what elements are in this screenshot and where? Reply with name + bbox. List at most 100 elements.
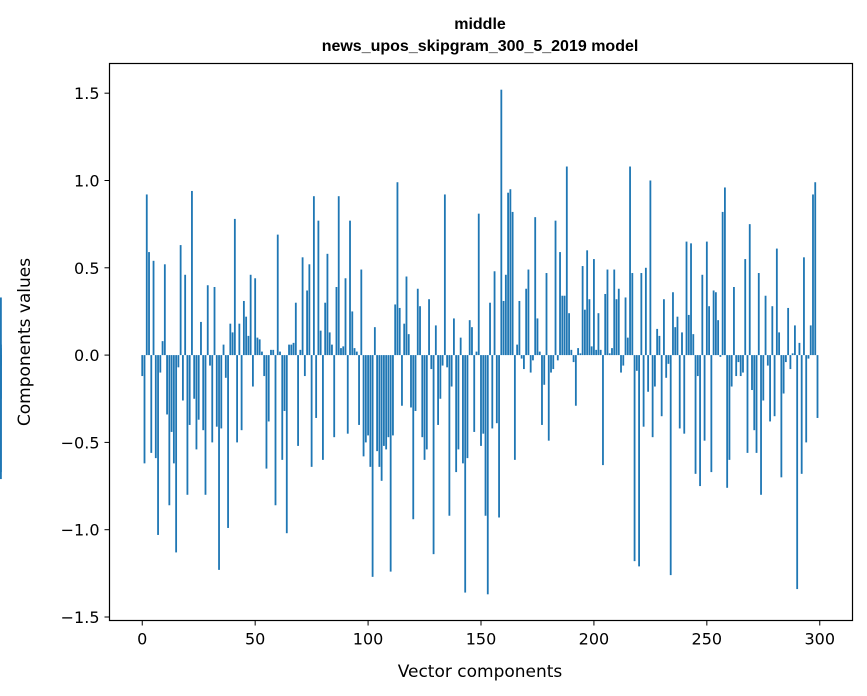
bar [337, 196, 340, 356]
bar [803, 257, 805, 356]
bar [328, 332, 331, 356]
x-tick-label: 0 [137, 630, 147, 649]
bar [769, 355, 771, 422]
bar [342, 346, 345, 356]
bar [331, 344, 333, 356]
bar [683, 355, 686, 434]
y-tick-label: 1.0 [74, 171, 99, 190]
bar [195, 355, 198, 450]
bar [762, 355, 765, 401]
bar [202, 355, 205, 431]
bar [775, 248, 778, 356]
x-tick-label: 100 [353, 630, 384, 649]
bar [441, 355, 444, 366]
bar [787, 307, 790, 356]
bar [570, 349, 573, 356]
bar [586, 250, 589, 356]
bar [509, 189, 512, 356]
bar [419, 306, 421, 356]
x-axis-label: Vector components [398, 662, 563, 682]
bar [493, 271, 496, 356]
bar [669, 355, 672, 576]
bar [416, 288, 419, 356]
bar [256, 337, 259, 356]
bar [480, 355, 482, 446]
bar [161, 341, 164, 356]
bar [204, 355, 207, 495]
bar [640, 273, 643, 356]
bar [644, 267, 647, 356]
y-tick-label: 0.0 [74, 346, 99, 365]
bar [739, 355, 742, 377]
y-tick-label: −1.5 [61, 608, 100, 627]
bar [782, 355, 785, 394]
bar [495, 355, 498, 424]
bar [238, 323, 241, 356]
bar [631, 273, 634, 356]
bar [292, 342, 295, 356]
bar [172, 355, 175, 464]
bar [742, 355, 744, 373]
bar [263, 355, 266, 377]
bar [279, 351, 281, 356]
bar [748, 224, 751, 356]
bar [184, 274, 187, 356]
bar [145, 194, 148, 356]
y-tick-label: 0.5 [74, 259, 99, 278]
bar [242, 300, 245, 356]
bar [773, 355, 776, 417]
bar [477, 213, 480, 356]
bar [0, 355, 2, 366]
bar [771, 306, 774, 356]
bar [685, 241, 688, 356]
bar [507, 192, 510, 356]
bar [733, 287, 735, 356]
x-axis-ticks: 0 50 100 150 200 250 300 [137, 620, 835, 649]
bar [215, 355, 218, 427]
bar [272, 349, 275, 356]
bar [283, 355, 286, 411]
bar [459, 337, 462, 356]
bar [516, 344, 519, 356]
bar [484, 355, 487, 516]
bar [299, 349, 302, 356]
bar [227, 355, 229, 528]
bar [450, 355, 453, 387]
bar [597, 313, 600, 356]
bar [464, 355, 467, 593]
bar [211, 355, 214, 443]
bar [583, 309, 586, 356]
chart-title-line2: news_upos_skipgram_300_5_2019 model [322, 38, 639, 55]
bar [561, 295, 564, 356]
bar [633, 355, 636, 562]
bar [529, 355, 532, 373]
bar [344, 278, 347, 356]
bar [392, 355, 394, 436]
bar [360, 269, 363, 356]
bar [346, 355, 349, 434]
bar [351, 311, 354, 356]
bar [647, 355, 650, 392]
bar [588, 299, 591, 356]
bar [245, 316, 248, 356]
bar [687, 314, 690, 356]
bar [565, 166, 568, 356]
bar [489, 302, 491, 356]
bar [428, 299, 430, 356]
bar [692, 334, 695, 356]
bar [340, 348, 342, 356]
bar [285, 355, 288, 534]
bar [536, 318, 539, 356]
bar [222, 344, 225, 356]
bar [581, 266, 584, 356]
bar [764, 295, 767, 356]
bar [308, 264, 311, 356]
bar [355, 351, 358, 356]
bar [303, 355, 306, 377]
bar [362, 355, 365, 457]
bar [719, 355, 722, 357]
bar [660, 355, 663, 417]
bar [150, 355, 153, 453]
bar [270, 349, 272, 356]
x-tick-label: 150 [466, 630, 497, 649]
